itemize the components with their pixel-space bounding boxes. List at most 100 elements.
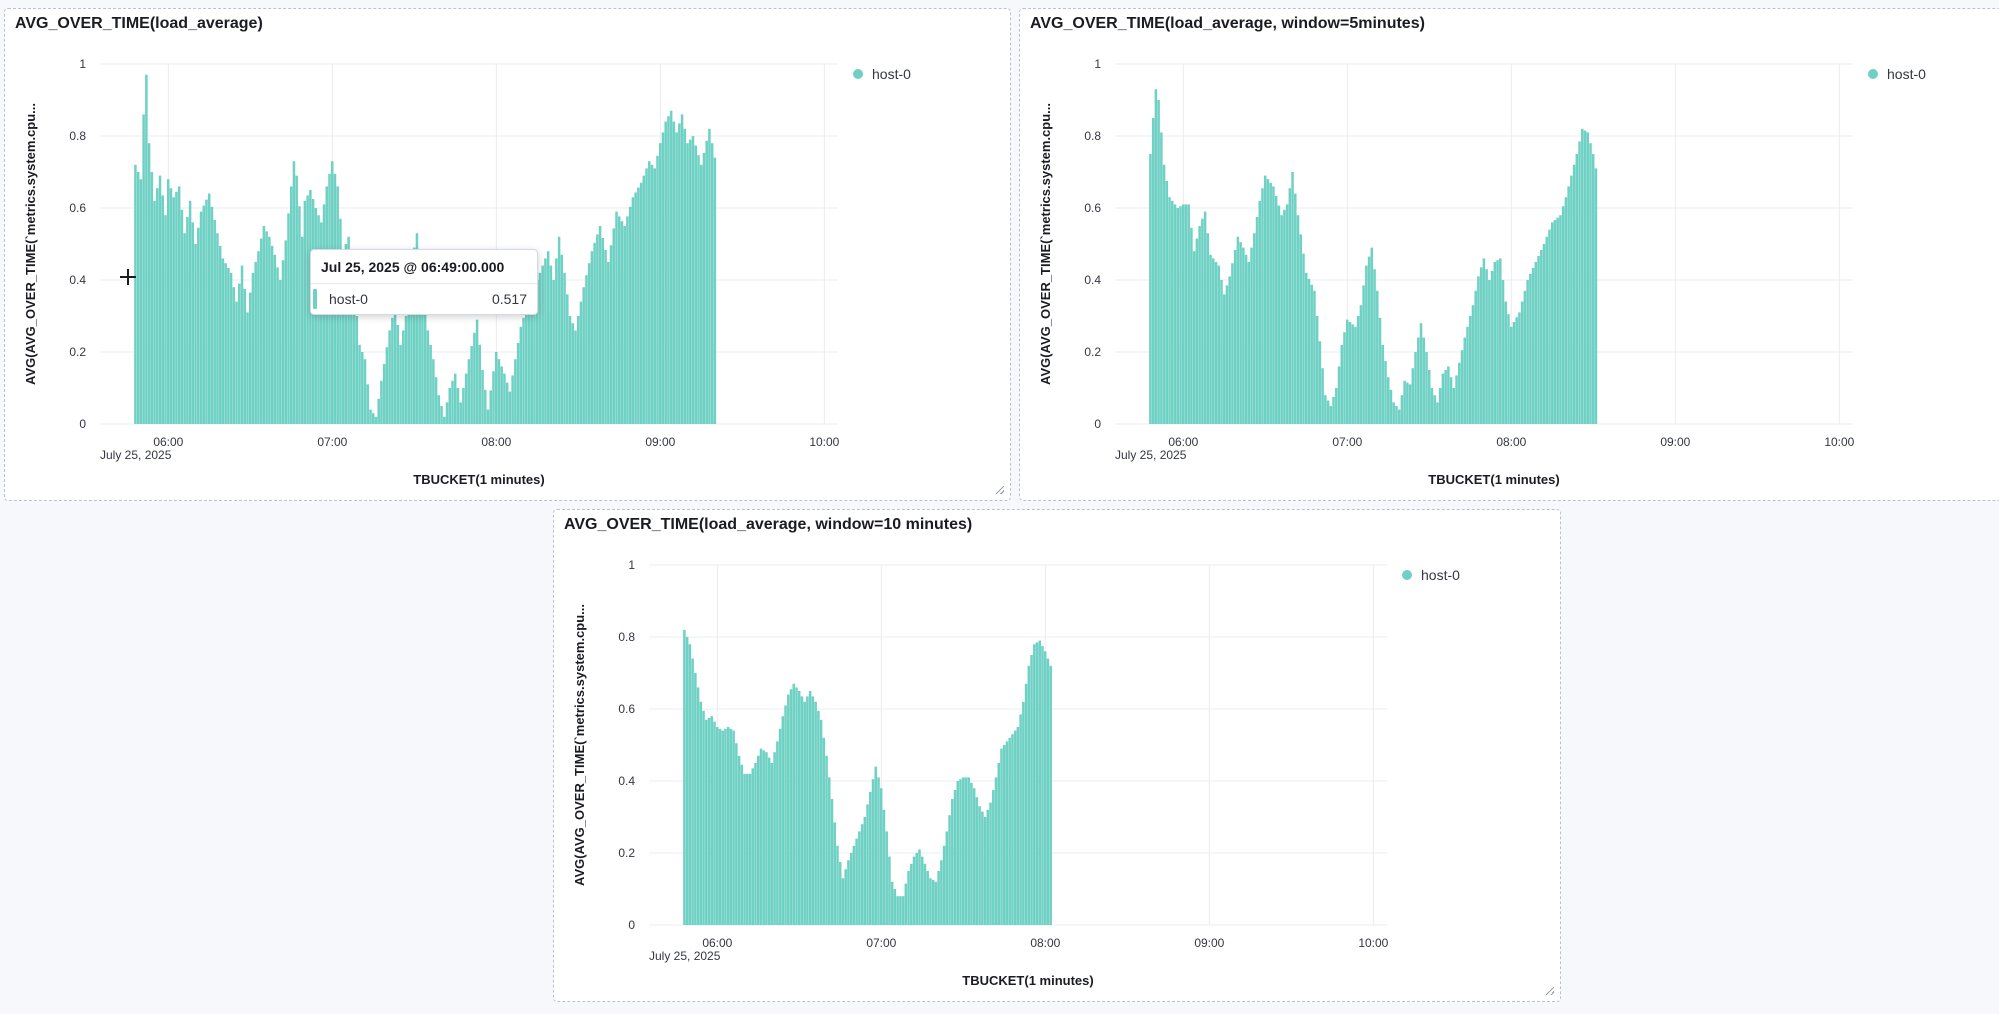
bar [696, 687, 700, 925]
x-date-label: July 25, 2025 [100, 448, 172, 462]
bar [1548, 229, 1551, 424]
bar [1542, 244, 1546, 424]
bar [467, 359, 471, 424]
bar [1512, 322, 1516, 424]
bar [243, 289, 247, 424]
bar [199, 211, 203, 424]
bar [699, 164, 703, 425]
bar [183, 233, 186, 424]
bar [432, 359, 435, 424]
bar [1411, 368, 1415, 424]
bar [620, 221, 624, 424]
bar [1214, 262, 1218, 424]
bar [1534, 262, 1538, 424]
bar [817, 710, 820, 925]
bar [926, 871, 929, 925]
bar [1225, 285, 1229, 424]
bar [639, 182, 643, 424]
x-tick-label: 10:00 [1824, 435, 1854, 449]
bar [830, 799, 834, 925]
bar [1244, 254, 1248, 424]
bar [593, 242, 596, 424]
bar [689, 139, 692, 424]
bar [205, 199, 208, 424]
bar [530, 294, 534, 424]
x-date-label: July 25, 2025 [649, 949, 721, 963]
bar [871, 779, 875, 925]
bar [544, 258, 547, 424]
bar [825, 755, 828, 925]
bar [715, 727, 719, 925]
bar [1192, 251, 1196, 424]
bar [557, 236, 561, 424]
bar [270, 245, 274, 424]
bar [590, 251, 594, 424]
bar [415, 233, 419, 424]
bar [136, 172, 140, 424]
resize-handle-icon[interactable] [996, 486, 1004, 494]
bar [849, 853, 853, 925]
bar [656, 155, 659, 425]
bar [1406, 382, 1409, 424]
chart-svg[interactable]: 0 0.2 0.4 0.6 0.8 1 06:00 07:00 08:00 09:00 10:00 J… [554, 510, 1561, 1002]
bar [1313, 290, 1316, 424]
bar [961, 777, 965, 925]
bar [1206, 233, 1210, 424]
bar [1482, 258, 1486, 424]
chart-svg[interactable]: 0 0.2 0.4 0.6 0.8 1 06:00 07:00 08:00 09:00 10:00 J… [5, 9, 1011, 501]
bar [923, 863, 927, 925]
chart-svg[interactable]: 0 0.2 0.4 0.6 0.8 1 06:00 07:00 08:00 09:00 10:00 J… [1020, 9, 1999, 501]
resize-handle-icon[interactable] [1546, 987, 1554, 995]
x-axis-title: TBUCKET(1 minutes) [1428, 472, 1559, 487]
bar [918, 849, 921, 925]
bar [1041, 646, 1044, 925]
bar [1043, 651, 1047, 925]
x-tick-label: 09:00 [1660, 435, 1690, 449]
bar [678, 123, 681, 425]
bar [951, 799, 954, 925]
bar [1283, 209, 1286, 424]
bar [1436, 402, 1439, 424]
bar [1526, 280, 1529, 424]
bar [732, 730, 735, 925]
bar [453, 373, 457, 424]
bar [650, 164, 654, 425]
bar [1356, 316, 1360, 424]
bar [1288, 188, 1292, 424]
tooltip-series-name: host-0 [329, 291, 368, 307]
bar [765, 752, 768, 925]
bar [841, 878, 845, 925]
bar [412, 247, 416, 424]
bar [166, 179, 170, 424]
bar [740, 764, 744, 925]
bar [705, 140, 708, 425]
bar [273, 254, 277, 424]
bar [1233, 250, 1237, 424]
bar [177, 186, 181, 424]
bar [811, 696, 815, 925]
bar [1302, 253, 1305, 424]
bar [1556, 217, 1559, 424]
bar [478, 344, 482, 424]
bar [1002, 745, 1006, 925]
bar [803, 701, 806, 925]
bar [158, 175, 162, 424]
bar [623, 226, 626, 424]
bar [778, 728, 782, 925]
bar [787, 694, 790, 925]
bar [877, 777, 880, 925]
bar [994, 777, 998, 925]
bar [1340, 344, 1344, 424]
bar [1400, 395, 1404, 424]
bar [1365, 265, 1368, 424]
bar [525, 308, 528, 424]
bar [281, 260, 285, 424]
bar [1479, 267, 1483, 424]
bar [694, 145, 698, 424]
bar [822, 737, 826, 925]
bar [1269, 182, 1272, 424]
bar [1179, 206, 1182, 424]
bar [1187, 204, 1190, 424]
bar [1038, 640, 1042, 925]
bar [497, 359, 501, 424]
